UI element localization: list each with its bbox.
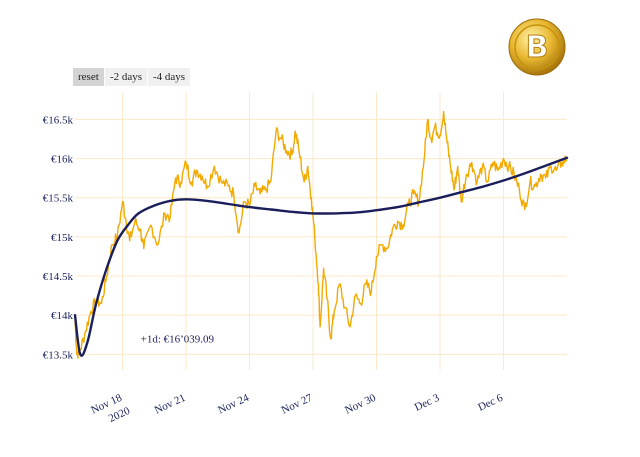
x-tick-label: Nov 30 — [343, 392, 378, 417]
y-tick-label: €14.5k — [43, 271, 74, 283]
grid-lines — [75, 92, 567, 370]
minus-4-days-button[interactable]: -4 days — [148, 68, 191, 86]
reset-button[interactable]: reset — [73, 68, 104, 86]
bitcoin-logo-icon: B — [508, 18, 566, 76]
forecast-annotation: +1d: €16’039.09 — [141, 334, 215, 346]
x-tick-label: Dec 6 — [476, 392, 505, 414]
minus-2-days-button[interactable]: -2 days — [105, 68, 148, 86]
series-layer — [73, 110, 569, 359]
y-tick-label: €13.5k — [43, 349, 74, 361]
y-tick-label: €16.5k — [43, 114, 74, 126]
x-tick-label: Dec 3 — [413, 392, 442, 414]
trend-series-line — [73, 156, 569, 357]
x-tick-label: Nov 21 — [153, 392, 188, 417]
y-axis-ticks: €13.5k €14k €14.5k €15k €15.5k €16k €16.5k — [43, 114, 74, 361]
y-tick-label: €15k — [51, 232, 74, 244]
y-tick-label: €14k — [51, 310, 74, 322]
x-tick-label: Nov 27 — [280, 392, 315, 417]
y-tick-label: €16k — [51, 154, 74, 166]
y-tick-label: €15.5k — [43, 193, 74, 205]
x-tick-label: Nov 24 — [216, 392, 251, 417]
price-series-line — [74, 110, 568, 359]
bitcoin-symbol-icon: B — [526, 30, 549, 65]
